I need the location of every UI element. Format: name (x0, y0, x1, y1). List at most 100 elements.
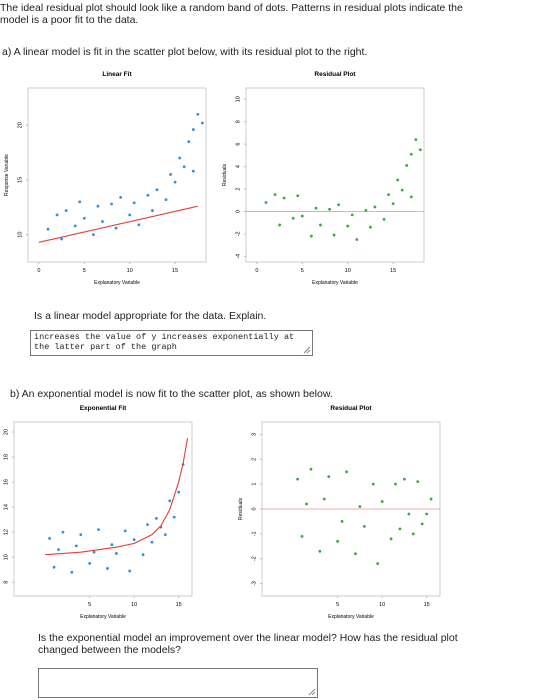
y-tick-label: 18 (3, 454, 9, 460)
point (318, 549, 322, 553)
point (418, 148, 422, 152)
point (369, 225, 372, 229)
x-tick-label: 15 (424, 602, 430, 608)
point (354, 552, 357, 556)
point (78, 200, 82, 204)
point (391, 202, 395, 206)
y-tick-label: 8 (235, 120, 241, 123)
chart: Residual Plot 0 5 10 15 -4 -2 0 2 4 6 8 10 Explanator… (222, 71, 425, 286)
point (73, 224, 77, 228)
point (305, 502, 308, 506)
point (91, 233, 95, 237)
point (405, 164, 409, 167)
point (327, 475, 331, 479)
resize-grip (303, 346, 311, 354)
point (371, 482, 375, 486)
point (398, 527, 402, 531)
point (409, 195, 413, 199)
point (128, 569, 132, 573)
chart-title: Exponential Fit (80, 405, 127, 412)
point (178, 156, 182, 160)
answer-box[interactable] (38, 668, 318, 698)
plot-frame (13, 421, 193, 597)
intro: The ideal residual plot should look like… (0, 2, 463, 26)
point (70, 570, 74, 574)
answer-box[interactable]: increases the value of y increases expon… (30, 330, 313, 356)
point (300, 534, 304, 538)
point (187, 140, 191, 144)
point (429, 497, 433, 501)
y-tick-label: 14 (3, 504, 9, 510)
point (97, 528, 100, 532)
chart-title: Linear Fit (102, 71, 132, 78)
point (278, 223, 282, 227)
x-tick-label: 10 (379, 602, 385, 608)
point (396, 178, 400, 182)
point (322, 497, 326, 501)
chart-title: Residual Plot (330, 405, 372, 412)
point (123, 529, 127, 533)
y-tick-label: 6 (235, 143, 241, 146)
y-axis-label: Response Variable (4, 154, 10, 196)
point (296, 194, 300, 198)
x-tick-label: 15 (176, 602, 182, 608)
point (92, 550, 96, 554)
y-axis-label: Residuals (238, 498, 244, 520)
point (82, 216, 86, 220)
point (387, 193, 390, 197)
point (336, 539, 340, 543)
y-tick-label: 10 (3, 554, 9, 560)
point (389, 537, 393, 541)
point (332, 233, 336, 237)
x-tick-label: 5 (336, 602, 339, 608)
y-tick-label: 8 (3, 581, 9, 584)
point (155, 188, 159, 192)
point (414, 138, 418, 142)
point (150, 540, 154, 544)
point (362, 525, 366, 528)
point (128, 213, 132, 217)
point (191, 128, 195, 131)
point (345, 470, 348, 474)
x-tick-label: 15 (172, 268, 178, 274)
y-tick-label: -1 (251, 531, 257, 536)
point (200, 121, 204, 125)
x-tick-label: 0 (37, 268, 40, 274)
point (151, 209, 154, 212)
y-tick-label: 10 (17, 232, 23, 238)
point (182, 165, 186, 169)
x-tick-label: 15 (390, 268, 396, 274)
point (110, 543, 114, 547)
point (337, 203, 341, 207)
y-tick-label: -3 (251, 581, 257, 586)
fit-line (45, 438, 189, 556)
x-tick-label: 10 (345, 268, 351, 274)
chart: Exponential Fit 5 10 15 8 10 12 14 16 18 20 Explana… (3, 405, 193, 620)
resize-grip (308, 688, 316, 696)
point (328, 207, 331, 211)
point (168, 499, 172, 503)
point (101, 220, 104, 223)
point (64, 209, 68, 212)
point (196, 112, 200, 116)
y-axis-label: Residuals (222, 164, 228, 186)
y-tick-label: 16 (3, 479, 9, 485)
question-a: Is a linear model appropriate for the da… (34, 310, 267, 322)
y-tick-label: 4 (235, 165, 241, 168)
point (88, 562, 92, 565)
y-tick-label: 1 (251, 483, 257, 486)
point (79, 533, 83, 537)
prompt-a: a) A linear model is fit in the scatter … (2, 46, 368, 58)
point (282, 196, 286, 200)
point (60, 237, 64, 241)
chart: Linear Fit 0 5 10 15 10 15 20 Explanatory Variab… (4, 71, 207, 286)
point (48, 537, 51, 540)
point (403, 477, 406, 481)
prompt-b: b) An exponential model is now fit to th… (10, 388, 333, 400)
point (172, 515, 176, 519)
point (411, 532, 415, 536)
point (119, 196, 123, 199)
y-tick-label: 15 (17, 177, 23, 183)
point (163, 533, 167, 537)
